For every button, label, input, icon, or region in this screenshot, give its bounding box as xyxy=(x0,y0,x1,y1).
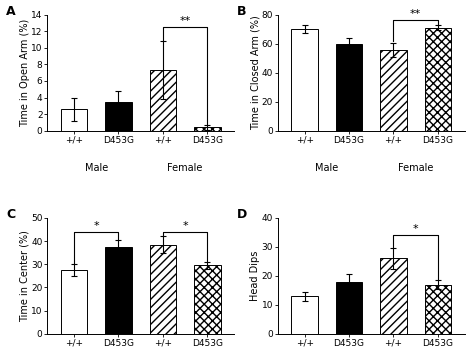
Text: B: B xyxy=(237,5,246,18)
Bar xyxy=(380,258,407,334)
Text: D: D xyxy=(237,208,247,221)
Bar xyxy=(149,70,176,131)
Bar xyxy=(336,44,363,131)
Text: **: ** xyxy=(410,9,421,19)
Bar xyxy=(336,282,363,334)
Bar xyxy=(292,29,318,131)
Y-axis label: Head Dips: Head Dips xyxy=(250,251,260,301)
Bar xyxy=(61,270,87,334)
Bar xyxy=(105,102,132,131)
Bar xyxy=(380,50,407,131)
Bar xyxy=(292,296,318,334)
Text: C: C xyxy=(6,208,16,221)
Bar xyxy=(425,28,451,131)
Bar xyxy=(61,109,87,131)
Text: Male: Male xyxy=(85,163,108,173)
Y-axis label: Time in Center (%): Time in Center (%) xyxy=(19,230,30,322)
Text: *: * xyxy=(93,221,99,231)
Bar xyxy=(194,265,220,334)
Y-axis label: Time in Open Arm (%): Time in Open Arm (%) xyxy=(19,19,30,127)
Y-axis label: Time in Closed Arm (%): Time in Closed Arm (%) xyxy=(250,15,260,130)
Text: *: * xyxy=(413,224,419,234)
Bar xyxy=(105,247,132,334)
Text: Female: Female xyxy=(167,163,203,173)
Text: A: A xyxy=(6,5,16,18)
Bar xyxy=(425,285,451,334)
Bar xyxy=(194,127,220,131)
Text: *: * xyxy=(182,221,188,231)
Text: Male: Male xyxy=(315,163,338,173)
Bar xyxy=(149,245,176,334)
Text: **: ** xyxy=(180,16,191,26)
Text: Female: Female xyxy=(398,163,433,173)
